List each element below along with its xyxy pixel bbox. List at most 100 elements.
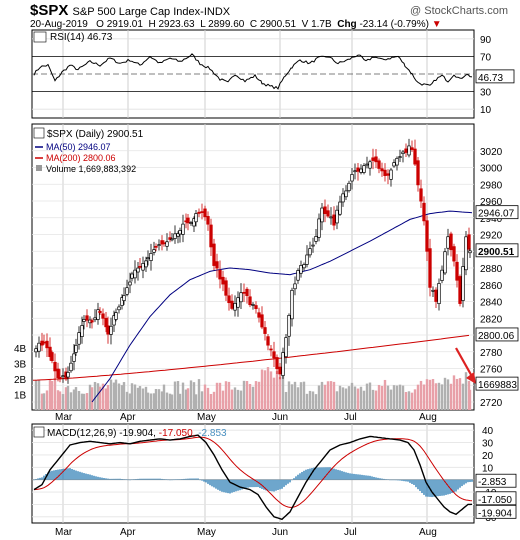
price-candle-body bbox=[96, 309, 100, 320]
volume-bar bbox=[440, 384, 444, 410]
price-candle-body bbox=[162, 242, 166, 245]
macd-histogram-bar bbox=[385, 479, 387, 480]
volume-bar bbox=[422, 384, 426, 410]
volume-bar bbox=[446, 379, 450, 410]
macd-histogram-bar bbox=[39, 477, 41, 480]
price-candle-body bbox=[181, 223, 185, 235]
volume-bar bbox=[350, 382, 354, 410]
macd-histogram-bar bbox=[223, 479, 225, 493]
macd-histogram-bar bbox=[273, 479, 275, 492]
price-candle-body bbox=[269, 348, 273, 351]
price-legend: $SPX (Daily) 2900.51 bbox=[47, 129, 144, 140]
volume-bar bbox=[212, 391, 216, 410]
macd-histogram-bar bbox=[151, 478, 153, 480]
macd-histogram-bar bbox=[153, 478, 155, 480]
volume-bar bbox=[335, 391, 339, 410]
macd-histogram-bar bbox=[363, 475, 365, 480]
rsi-axis-label: 90 bbox=[480, 35, 492, 46]
price-axis-label: 2980 bbox=[480, 180, 503, 191]
rsi-axis-label: 10 bbox=[480, 105, 492, 116]
price-candle-body bbox=[326, 210, 330, 217]
quote-close: 2900.51 bbox=[259, 19, 297, 30]
macd-histogram-bar bbox=[427, 479, 429, 497]
volume-bar bbox=[117, 383, 121, 410]
price-candle-body bbox=[287, 315, 291, 337]
price-candle-body bbox=[112, 315, 116, 326]
macd-histogram-bar bbox=[461, 479, 463, 487]
rsi-axis-label: 70 bbox=[480, 52, 492, 63]
volume-bar bbox=[380, 385, 384, 410]
macd-histogram-bar bbox=[411, 479, 413, 484]
macd-histogram-bar bbox=[91, 475, 93, 480]
macd-histogram-bar bbox=[201, 479, 203, 481]
volume-bar bbox=[122, 382, 126, 410]
macd-histogram-bar bbox=[141, 478, 143, 480]
price-candle-body bbox=[218, 269, 222, 280]
macd-histogram-bar bbox=[315, 467, 317, 480]
macd-histogram-bar bbox=[277, 479, 279, 490]
volume-bar bbox=[407, 391, 411, 410]
macd-signal-tag: -17.050 bbox=[478, 495, 512, 506]
macd-histogram-bar bbox=[193, 478, 195, 480]
price-candle-body bbox=[266, 336, 270, 346]
volume-bar bbox=[428, 379, 432, 410]
price-candle-body bbox=[224, 280, 228, 296]
macd-histogram-bar bbox=[453, 479, 455, 493]
month-label-macd: May bbox=[197, 527, 216, 538]
macd-histogram-bar bbox=[203, 479, 205, 482]
volume-bar bbox=[230, 389, 234, 410]
price-candle-body bbox=[117, 306, 121, 311]
price-candle-body bbox=[404, 148, 408, 153]
price-candle-body bbox=[233, 303, 237, 311]
price-candle-body bbox=[341, 193, 345, 203]
volume-bar bbox=[332, 381, 336, 410]
macd-histogram-bar bbox=[69, 468, 71, 480]
macd-histogram-bar bbox=[347, 472, 349, 480]
volume-bar bbox=[96, 383, 100, 410]
volume-bar bbox=[239, 390, 243, 410]
macd-hist-tag: -2.853 bbox=[478, 477, 507, 488]
volume-bar bbox=[455, 378, 459, 410]
macd-histogram-bar bbox=[89, 474, 91, 480]
volume-bar bbox=[416, 384, 420, 410]
price-candle-body bbox=[77, 332, 81, 345]
volume-bar bbox=[215, 382, 219, 410]
macd-legend-name: MACD(12,26,9) bbox=[47, 428, 119, 439]
price-candle-body bbox=[242, 291, 246, 294]
macd-histogram-bar bbox=[381, 478, 383, 480]
month-label-macd: Mar bbox=[55, 527, 73, 538]
macd-histogram-bar bbox=[287, 479, 289, 484]
volume-bar bbox=[359, 386, 363, 410]
macd-histogram-bar bbox=[329, 467, 331, 480]
macd-histogram-bar bbox=[187, 478, 189, 480]
volume-bar bbox=[93, 381, 97, 410]
price-candle-body bbox=[66, 371, 70, 378]
price-candle-body bbox=[281, 352, 285, 376]
price-candle-body bbox=[332, 214, 336, 226]
macd-histogram-bar bbox=[97, 476, 99, 480]
macd-histogram-bar bbox=[339, 470, 341, 480]
price-candle-body bbox=[152, 249, 156, 253]
price-candle-body bbox=[263, 327, 267, 334]
price-candle-body bbox=[338, 201, 342, 215]
volume-bar bbox=[468, 389, 472, 410]
macd-histogram-bar bbox=[243, 479, 245, 489]
macd-histogram-bar bbox=[115, 478, 117, 480]
macd-histogram-bar bbox=[47, 472, 49, 480]
macd-histogram-bar bbox=[301, 471, 303, 480]
chart-symbol: $SPX bbox=[30, 2, 69, 19]
price-candle-body bbox=[308, 248, 312, 256]
price-candle-body bbox=[458, 276, 462, 304]
macd-histogram-bar bbox=[251, 479, 253, 488]
macd-histogram-bar bbox=[85, 473, 87, 480]
volume-bar bbox=[401, 385, 405, 410]
volume-bar bbox=[88, 384, 92, 410]
macd-histogram-bar bbox=[111, 478, 113, 480]
price-candle-body bbox=[374, 156, 378, 163]
macd-histogram-bar bbox=[451, 479, 453, 493]
macd-histogram-bar bbox=[253, 479, 255, 488]
volume-bar bbox=[77, 390, 81, 410]
macd-histogram-bar bbox=[161, 478, 163, 480]
macd-histogram-bar bbox=[233, 479, 235, 492]
price-candle-body bbox=[130, 273, 134, 279]
